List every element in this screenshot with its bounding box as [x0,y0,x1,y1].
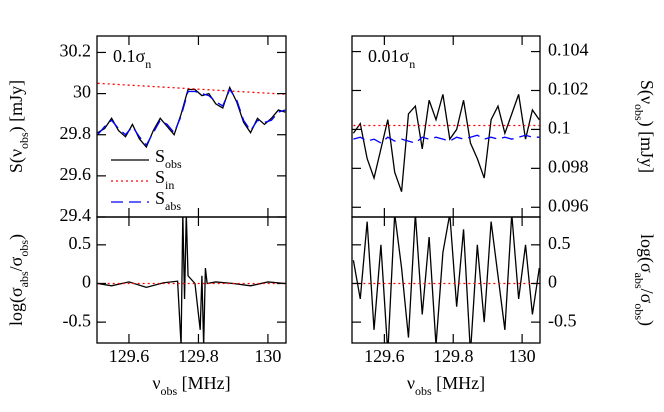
annotation-part: n [145,57,151,71]
y-axis-label-part: abs [17,271,31,287]
y-tick-label: 0 [82,272,91,292]
legend-label-part: abs [165,199,181,213]
legend-label: Sobs [155,146,182,171]
y-axis-label-part: /σ [637,289,657,304]
y-axis-label-part: ) [6,234,27,240]
x-tick-label: 129.8 [178,346,219,366]
series-line [97,82,286,95]
x-tick-label: 130 [509,346,536,366]
plot-frame [96,216,287,344]
annotation-part: 0.01σ [368,46,410,66]
y-tick-label: 0.102 [548,79,589,99]
y-axis-label: S(νobs) [mJy] [632,80,657,173]
legend-label-part: S [155,188,165,208]
legend-label-part: S [155,146,165,166]
y-tick-label: -0.5 [63,310,92,330]
annotation-part: n [409,57,415,71]
y-tick-label: 0.096 [548,195,589,215]
y-axis-label-part: obs [632,303,646,320]
annotation-part: 0.1σ [113,46,146,66]
x-tick-label: 130 [254,346,281,366]
series-line [352,217,540,343]
x-axis-label: νobs [MHz] [407,373,485,398]
legend-label-part: obs [165,157,182,171]
x-axis-label-part: ν [152,373,160,393]
y-tick-label: 30.2 [60,41,92,61]
x-tick-label: 129.8 [433,346,474,366]
y-tick-label: 0.5 [69,233,92,253]
x-axis-label: νobs [MHz] [152,373,230,398]
y-axis-label-part: ) [mJy] [6,80,27,133]
series-line [97,85,286,149]
y-tick-label: 29.6 [60,164,92,184]
legend-label: Sin [155,167,174,192]
series-line [353,134,540,144]
legend-label-part: in [165,178,174,192]
y-axis-label: log(σabs/σobs) [6,234,31,326]
y-tick-label: 29.8 [60,123,92,143]
y-axis-label: log(σabs/σobs) [632,234,657,326]
legend-label-part: S [155,167,165,187]
x-axis-label-part: obs [160,384,177,398]
y-tick-label: -0.5 [548,310,577,330]
y-axis-label-part: obs [632,104,646,121]
y-axis-label-part: S(ν [6,149,27,173]
y-axis-label-part: ) [636,320,657,326]
y-axis-label-part: /σ [6,256,26,271]
x-axis-label-part: [MHz] [432,373,485,393]
y-axis-label-part: log(σ [636,234,657,273]
y-axis-label-part: ) [mJy] [636,121,657,174]
x-tick-label: 129.6 [364,346,405,366]
y-tick-label: 0.5 [548,233,571,253]
y-axis-label-part: abs [632,273,646,289]
series-line [97,88,286,147]
y-axis-label-part: obs [17,240,31,257]
x-axis-label-part: [MHz] [177,373,230,393]
y-axis-label-part: log(σ [6,287,27,326]
y-axis-label-part: S(ν [636,80,657,104]
legend-label: Sabs [155,188,181,213]
x-axis-label-part: obs [415,384,432,398]
y-tick-label: 0.1 [548,118,571,138]
series-line [97,217,286,343]
y-tick-label: 0 [548,272,557,292]
y-tick-label: 29.4 [60,205,92,225]
x-tick-label: 129.6 [109,346,150,366]
y-axis-label-part: obs [17,132,31,149]
series-line [352,94,540,192]
y-tick-label: 0.104 [548,40,589,60]
y-axis-label: S(νobs) [mJy] [6,80,31,173]
x-axis-label-part: ν [407,373,415,393]
annotation: 0.01σn [368,46,415,71]
plot-frame [351,216,541,344]
y-tick-label: 30 [73,82,91,102]
annotation: 0.1σn [113,46,151,71]
y-tick-label: 0.098 [548,156,589,176]
